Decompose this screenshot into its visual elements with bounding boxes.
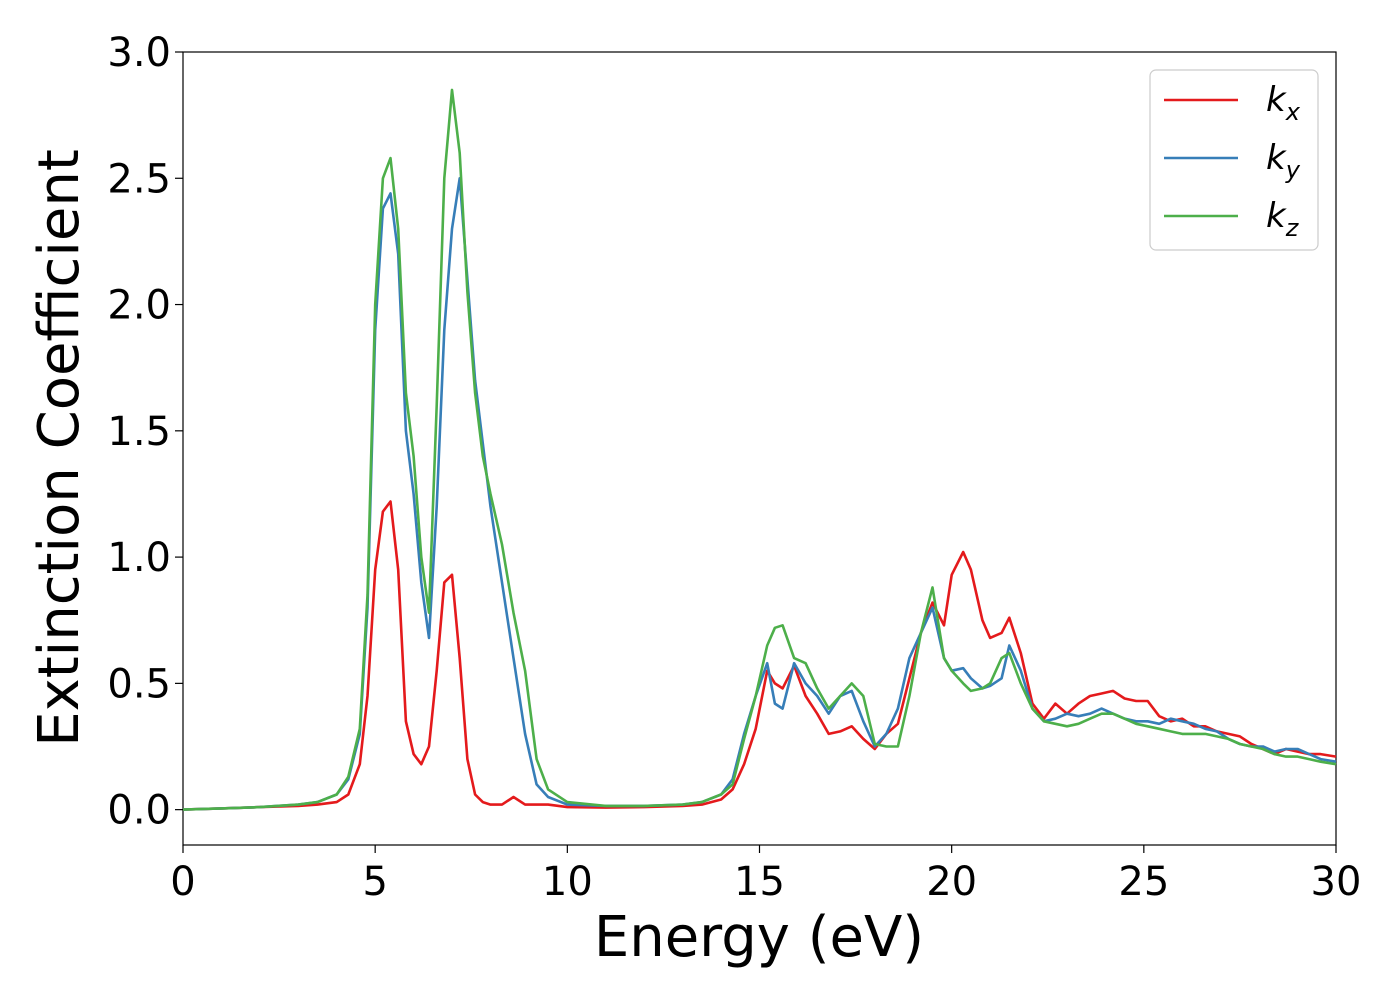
legend-label-kx: kx [1266, 80, 1301, 126]
x-tick-label: 30 [1311, 859, 1362, 905]
x-tick-label: 5 [362, 859, 387, 905]
y-tick-label: 2.0 [107, 283, 171, 329]
x-tick-label: 10 [542, 859, 593, 905]
x-tick-label: 0 [170, 859, 195, 905]
y-axis: 0.0 0.5 1.0 1.5 2.0 2.5 3.0 [107, 30, 183, 834]
legend-label-kz: kz [1266, 196, 1300, 242]
legend-label-ky: ky [1266, 138, 1301, 184]
x-axis: 0 5 10 15 20 25 30 [170, 845, 1361, 905]
legend-label-subscript: y [1285, 156, 1301, 184]
legend-box [1149, 69, 1319, 251]
y-tick-label: 3.0 [107, 30, 171, 76]
series-line-ky [182, 177, 1337, 811]
x-tick-label: 15 [734, 859, 785, 905]
x-tick-label: 25 [1118, 859, 1169, 905]
legend-label-base: k [1266, 138, 1287, 178]
y-tick-label: 1.5 [107, 409, 171, 455]
series-line-kz [182, 88, 1337, 811]
x-axis-label: Energy (eV) [594, 905, 924, 970]
series-line-kx [182, 500, 1337, 811]
y-axis-label: Extinction Coefficient [27, 149, 92, 747]
legend-label-base: k [1266, 196, 1287, 236]
y-tick-label: 0.5 [107, 661, 171, 707]
y-tick-label: 1.0 [107, 535, 171, 581]
legend-label-base: k [1266, 80, 1287, 120]
legend-label-subscript: z [1285, 214, 1300, 242]
x-tick-label: 20 [926, 859, 977, 905]
y-tick-label: 0.0 [107, 788, 171, 834]
y-tick-label: 2.5 [107, 156, 171, 202]
series-lines [182, 88, 1337, 811]
legend-label-subscript: x [1285, 98, 1301, 126]
